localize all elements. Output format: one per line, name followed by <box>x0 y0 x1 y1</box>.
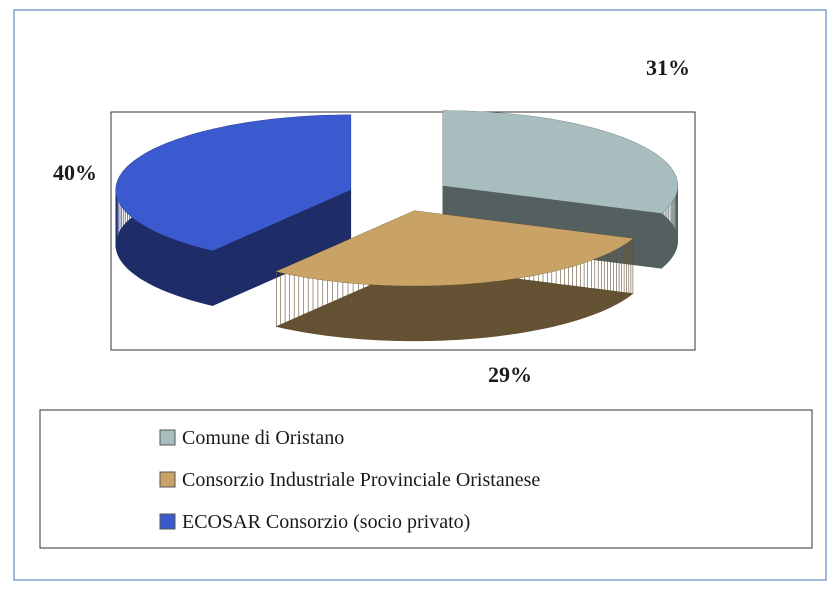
legend-swatch <box>159 513 176 530</box>
legend-swatch <box>159 429 176 446</box>
legend-label: Consorzio Industriale Provinciale Orista… <box>182 469 540 491</box>
data-label: 40% <box>53 160 97 185</box>
pie-slice <box>442 110 678 214</box>
data-label: 31% <box>646 55 690 80</box>
labels: 31% 29% 40% <box>53 55 690 387</box>
legend-label: ECOSAR Consorzio (socio privato) <box>182 511 470 533</box>
legend-box <box>39 409 813 549</box>
legend: Comune di Oristano Consorzio Industriale … <box>159 427 540 533</box>
data-label: 29% <box>488 362 532 387</box>
pie-slice <box>276 210 633 286</box>
legend-swatch <box>159 471 176 488</box>
legend-label: Comune di Oristano <box>182 427 344 449</box>
pie <box>115 110 678 342</box>
pie-slice <box>115 114 351 251</box>
plot-area <box>110 111 696 351</box>
